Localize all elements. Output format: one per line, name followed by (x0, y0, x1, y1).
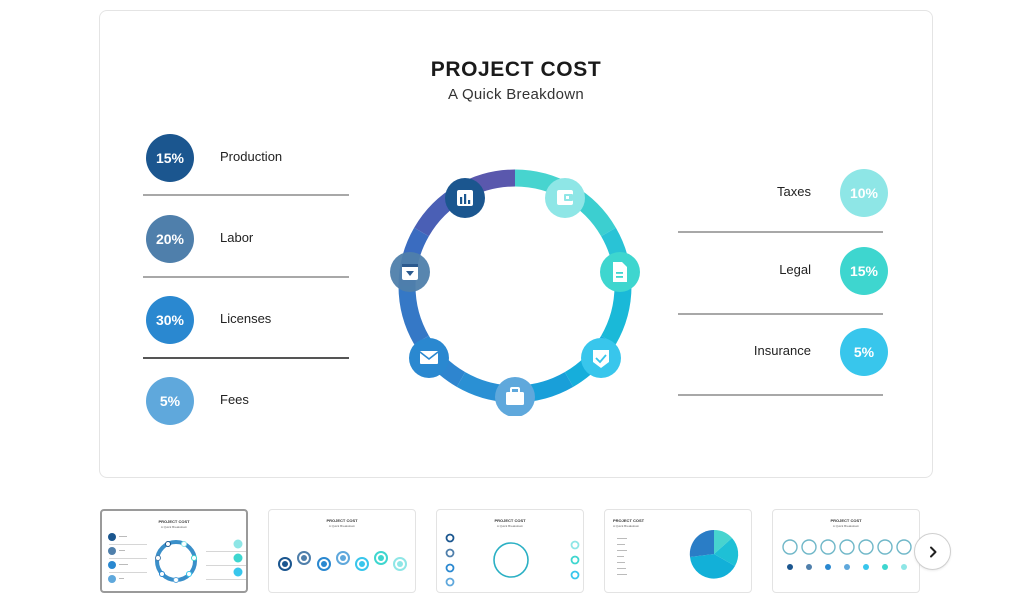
thumbnail-3[interactable]: PROJECT COST A Quick Breakdown (436, 509, 584, 593)
mail-icon (409, 338, 449, 378)
slide-thumbnail-strip: PROJECT COST A Quick Breakdown PROJECT C… (99, 509, 959, 595)
thumbnail-subtitle: A Quick Breakdown (832, 524, 860, 528)
percent-badge: 10% (840, 169, 888, 217)
percent-badge: 15% (840, 247, 888, 295)
divider (143, 357, 349, 359)
percent-badge: 5% (840, 328, 888, 376)
thumbnail-subtitle: A Quick Breakdown (328, 524, 356, 528)
chevron-right-icon (929, 546, 936, 557)
thumbnail-subtitle: A Quick Breakdown (496, 524, 524, 528)
thumbnail-title: PROJECT COST (326, 518, 358, 523)
cost-ring-chart (390, 169, 640, 416)
thumbnail-preview-ring (108, 533, 246, 583)
divider (678, 394, 883, 396)
cost-item-labor: 20% Labor (145, 215, 349, 275)
thumbnail-title: PROJECT COST (830, 518, 862, 523)
cost-item-taxes: 10% Taxes (678, 169, 888, 229)
slide-preview: PROJECT COST A Quick Breakdown 15% Produ… (99, 10, 933, 478)
bar-chart-icon (445, 178, 485, 218)
percent-badge: 20% (146, 215, 194, 263)
thumbnail-5[interactable]: PROJECT COST A Quick Breakdown (772, 509, 920, 593)
slide-subtitle: A Quick Breakdown (448, 86, 584, 103)
wallet-icon (545, 178, 585, 218)
shield-check-icon (581, 338, 621, 378)
next-slides-button[interactable] (914, 533, 951, 570)
cost-label: Labor (220, 230, 254, 245)
cost-item-fees: 5% Fees (145, 377, 349, 437)
cost-item-production: 15% Production (145, 134, 349, 194)
cost-label: Insurance (753, 343, 811, 358)
cost-item-licenses: 30% Licenses (145, 296, 349, 356)
divider (678, 313, 883, 315)
thumbnail-preview-row-circles (782, 539, 912, 570)
cost-item-legal: 15% Legal (678, 247, 888, 307)
inbox-icon (390, 252, 430, 292)
percent-badge: 30% (146, 296, 194, 344)
thumbnail-2[interactable]: PROJECT COST A Quick Breakdown (268, 509, 416, 593)
divider (143, 276, 349, 278)
cost-label: Licenses (220, 311, 272, 326)
thumbnail-preview-pie (617, 529, 739, 579)
divider (678, 231, 883, 233)
slide-title: PROJECT COST (430, 58, 602, 81)
percent-badge: 5% (146, 377, 194, 425)
thumbnail-preview-circles (278, 551, 407, 571)
cost-label: Taxes (777, 184, 811, 199)
cost-label: Production (220, 149, 283, 164)
thumbnail-subtitle: A Quick Breakdown (613, 524, 640, 528)
thumbnail-title: PROJECT COST (158, 519, 190, 524)
thumbnail-title: PROJECT COST (613, 518, 645, 523)
thumbnail-title: PROJECT COST (494, 518, 526, 523)
thumbnail-preview-outline-ring (445, 533, 580, 587)
cost-item-insurance: 5% Insurance (678, 328, 888, 388)
thumbnail-1[interactable]: PROJECT COST A Quick Breakdown (100, 509, 248, 593)
thumbnail-4[interactable]: PROJECT COST A Quick Breakdown (604, 509, 752, 593)
divider (143, 194, 349, 196)
cost-label: Legal (779, 262, 811, 277)
document-icon (600, 252, 640, 292)
percent-badge: 15% (146, 134, 194, 182)
briefcase-icon (495, 377, 535, 416)
thumbnail-subtitle: A Quick Breakdown (160, 525, 188, 529)
cost-label: Fees (220, 392, 249, 407)
